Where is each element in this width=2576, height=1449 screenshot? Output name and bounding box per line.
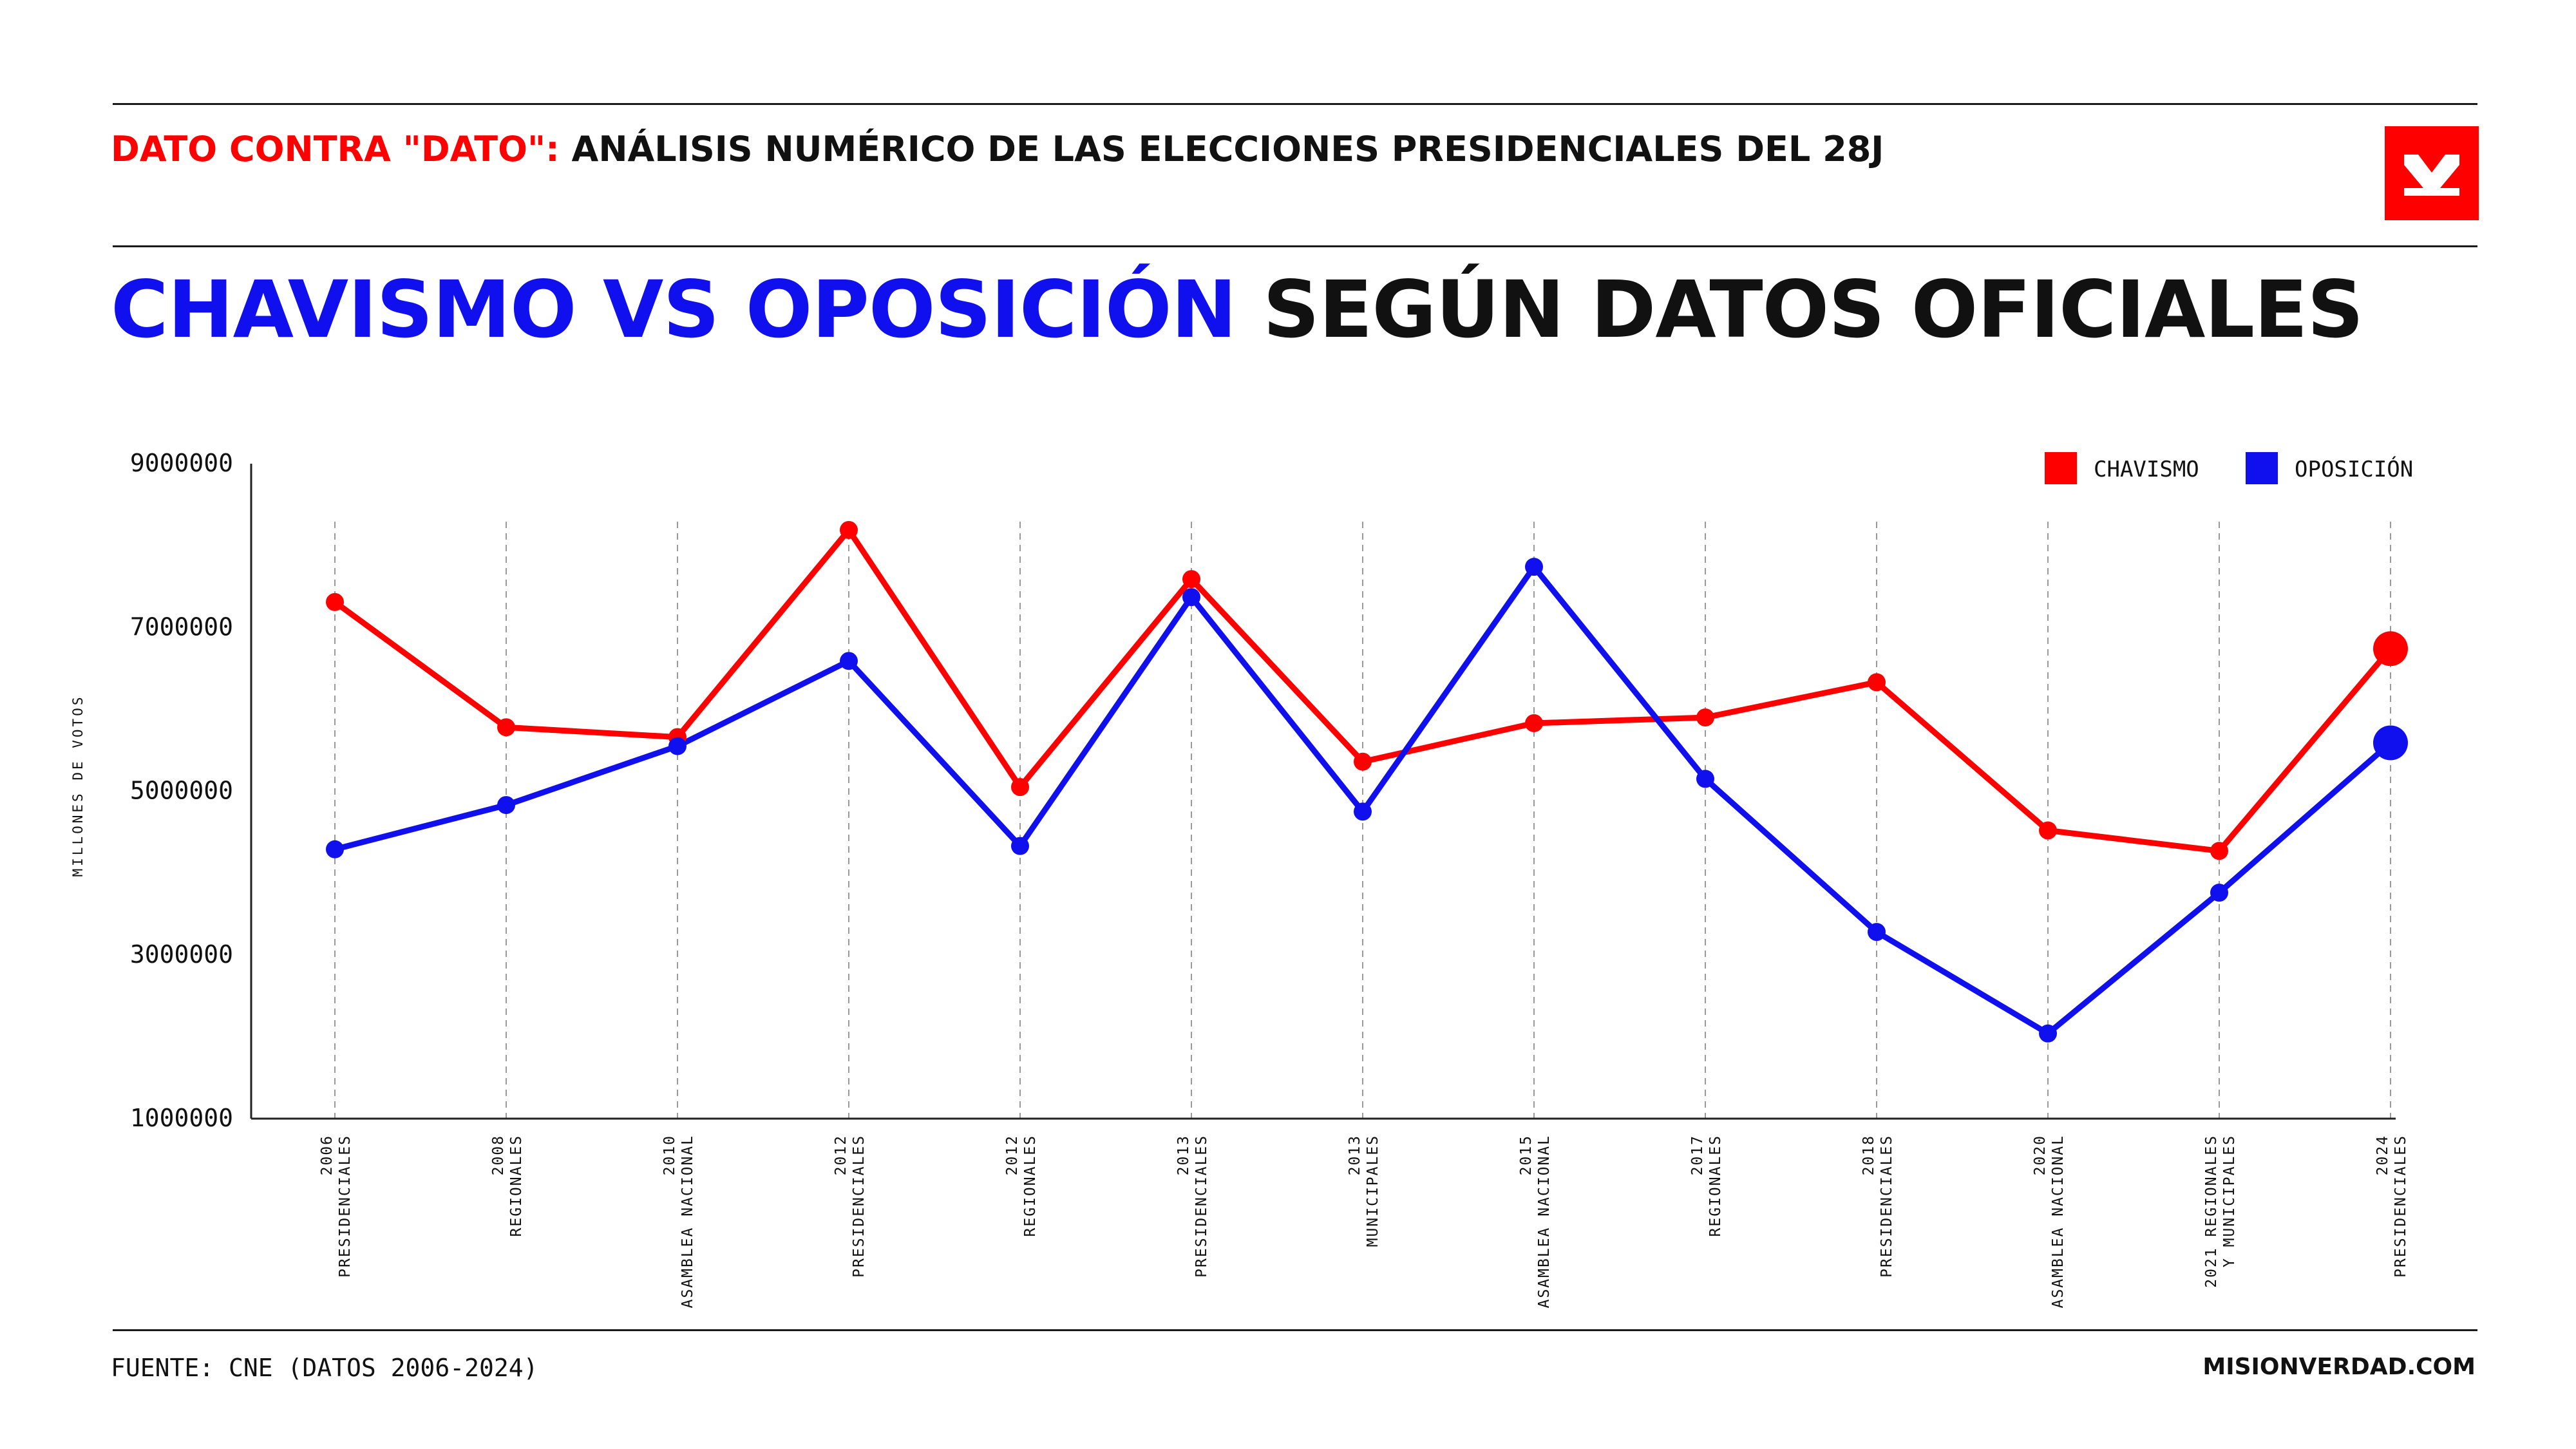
data-point-chavismo [1868,673,1886,692]
data-point-chavismo [326,592,344,611]
y-axis-label: MILLONES DE VOTOS [70,695,86,877]
data-point-oposicion [1011,837,1029,855]
x-tick-label-line: ASAMBLEA NACIONAL [1536,1135,1553,1308]
legend-label-oposicion: OPOSICIÓN [2295,456,2413,482]
x-tick-label: 2012 PRESIDENCIALES [833,1135,867,1278]
data-point-oposicion [2210,884,2228,902]
x-tick-label: 2017 REGIONALES [1689,1135,1724,1236]
data-point-oposicion [668,737,687,755]
data-point-chavismo [2039,821,2057,840]
x-tick-label-line: PRESIDENCIALES [1193,1135,1210,1278]
data-point-chavismo [1525,714,1543,732]
x-tick-label: 2015 ASAMBLEA NACIONAL [1518,1135,1553,1308]
data-point-oposicion [2373,725,2408,761]
data-point-chavismo [1696,708,1714,727]
y-tick-label: 1000000 [130,1104,233,1132]
x-tick-label-line: 2013 [1347,1135,1363,1175]
x-tick-label: 2020 ASAMBLEA NACIONAL [2032,1135,2067,1308]
misionverdad-logo-icon [2385,126,2479,220]
logo-glyph [2404,155,2459,196]
x-tick-label-line: ASAMBLEA NACIONAL [2050,1135,2067,1308]
data-point-chavismo [2210,842,2228,860]
data-point-chavismo [840,520,858,539]
x-tick-label-line: PRESIDENCIALES [337,1135,354,1278]
x-tick-label: 2013 PRESIDENCIALES [1175,1135,1210,1278]
kicker-black: ANÁLISIS NUMÉRICO DE LAS ELECCIONES PRES… [559,129,1884,169]
x-tick-label-line: PRESIDENCIALES [1879,1135,1895,1278]
x-tick-label-line: 2021 REGIONALES [2203,1135,2220,1288]
legend-swatch-chavismo [2045,452,2077,484]
x-tick-label: 2010 ASAMBLEA NACIONAL [661,1135,696,1308]
kicker-title: DATO CONTRA "DATO": ANÁLISIS NUMÉRICO DE… [111,129,1884,169]
x-tick-label-line: 2018 [1861,1135,1877,1175]
data-point-oposicion [1696,770,1714,788]
x-tick-label-line: PRESIDENCIALES [2392,1135,2409,1278]
x-tick-label-line: Y MUNICIPALES [2221,1135,2238,1267]
x-tick-label-line: REGIONALES [508,1135,525,1236]
x-tick-label: 2021 REGIONALES Y MUNICIPALES [2203,1135,2238,1288]
x-tick-label-line: 2017 [1689,1135,1706,1175]
x-tick-label-line: 2012 [1004,1135,1021,1175]
x-tick-label-line: 2006 [319,1135,336,1175]
x-tick-label-line: 2024 [2374,1135,2391,1175]
x-tick-label-line: REGIONALES [1022,1135,1039,1236]
headline-blue: CHAVISMO VS OPOSICIÓN [111,264,1237,355]
legend-label-chavismo: CHAVISMO [2094,457,2199,482]
headline-black: SEGÚN DATOS OFICIALES [1236,264,2363,355]
data-point-oposicion [1182,588,1200,607]
data-point-chavismo [1182,570,1200,589]
data-point-chavismo [1011,778,1029,797]
data-point-oposicion [1525,558,1543,576]
y-tick-label: 7000000 [130,612,233,641]
headline: CHAVISMO VS OPOSICIÓN SEGÚN DATOS OFICIA… [111,264,2363,355]
x-tick-label-line: 2010 [661,1135,678,1175]
y-tick-label: 5000000 [130,777,233,805]
x-tick-label-line: REGIONALES [1707,1135,1724,1236]
source-note: FUENTE: CNE (DATOS 2006-2024) [111,1354,538,1382]
x-tick-label: 2008 REGIONALES [490,1135,525,1236]
data-point-chavismo [497,718,515,737]
x-tick-label: 2006 PRESIDENCIALES [319,1135,354,1278]
x-tick-label: 2013 MUNICIPALES [1347,1135,1381,1247]
data-point-chavismo [1354,752,1372,771]
footer-rule [113,1329,2477,1331]
x-tick-label-line: ASAMBLEA NACIONAL [679,1135,696,1308]
x-tick-label: 2024 PRESIDENCIALES [2374,1135,2409,1278]
x-tick-label: 2018 PRESIDENCIALES [1861,1135,1895,1278]
data-point-chavismo [2373,631,2408,667]
x-tick-label-line: 2020 [2032,1135,2049,1175]
y-tick-label: 3000000 [130,940,233,969]
x-tick-label-line: 2015 [1518,1135,1535,1175]
legend-swatch-oposicion [2246,452,2278,484]
top-rule [113,103,2477,105]
data-point-oposicion [1868,923,1886,942]
y-tick-label: 9000000 [130,449,233,477]
x-tick-label-line: PRESIDENCIALES [851,1135,867,1278]
site-credit: MISIONVERDAD.COM [2202,1354,2476,1380]
data-point-oposicion [2039,1024,2057,1043]
data-point-oposicion [326,840,344,858]
x-tick-label-line: 2008 [490,1135,507,1175]
x-tick-label-line: MUNICIPALES [1365,1135,1381,1247]
kicker-red: DATO CONTRA "DATO": [111,129,560,169]
x-tick-label-line: 2012 [833,1135,849,1175]
data-point-oposicion [497,796,515,815]
x-tick-label-line: 2013 [1175,1135,1192,1175]
x-tick-label: 2012 REGIONALES [1004,1135,1039,1236]
title-rule [113,245,2477,247]
data-point-oposicion [1354,802,1372,821]
data-point-oposicion [840,652,858,670]
